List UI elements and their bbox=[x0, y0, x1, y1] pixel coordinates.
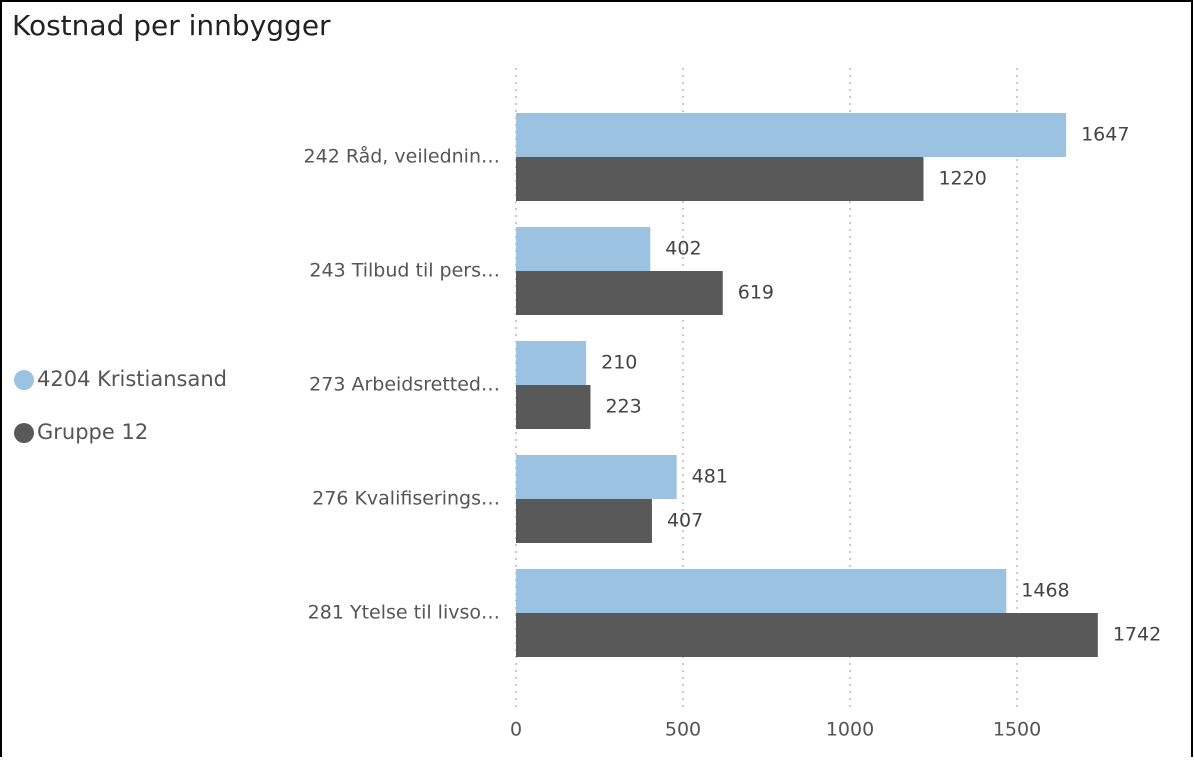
bar bbox=[516, 113, 1067, 157]
legend-marker bbox=[14, 370, 34, 390]
data-label: 210 bbox=[601, 352, 637, 374]
bar bbox=[516, 271, 723, 315]
bar bbox=[516, 499, 652, 543]
y-tick-label: 276 Kvalifiserings… bbox=[312, 488, 500, 510]
x-tick-label: 1000 bbox=[826, 719, 874, 741]
bar bbox=[516, 455, 677, 499]
data-label: 481 bbox=[692, 466, 728, 488]
data-label: 1742 bbox=[1113, 624, 1161, 646]
y-tick-label: 273 Arbeidsretted… bbox=[309, 374, 500, 396]
data-label: 1220 bbox=[938, 168, 986, 190]
y-tick-label: 242 Råd, veilednin… bbox=[304, 145, 500, 168]
x-tick-label: 500 bbox=[665, 719, 701, 741]
data-label: 407 bbox=[667, 510, 703, 532]
data-label: 1647 bbox=[1081, 124, 1129, 146]
legend-marker bbox=[14, 423, 34, 443]
x-tick-label: 0 bbox=[510, 719, 522, 741]
chart-title: Kostnad per innbygger bbox=[12, 9, 331, 42]
y-tick-label: 243 Tilbud til pers… bbox=[309, 260, 500, 282]
y-tick-label: 281 Ytelse til livso… bbox=[308, 602, 500, 624]
legend-label: Gruppe 12 bbox=[37, 420, 148, 444]
bar bbox=[516, 613, 1098, 657]
data-label: 223 bbox=[605, 396, 641, 418]
x-tick-label: 1500 bbox=[993, 719, 1041, 741]
data-label: 619 bbox=[738, 282, 774, 304]
legend-label: 4204 Kristiansand bbox=[37, 367, 227, 391]
data-label: 1468 bbox=[1021, 580, 1069, 602]
bar bbox=[516, 227, 651, 271]
bar bbox=[516, 569, 1007, 613]
bar bbox=[516, 385, 591, 429]
data-label: 402 bbox=[665, 238, 701, 260]
bar bbox=[516, 157, 924, 201]
bar bbox=[516, 341, 587, 385]
